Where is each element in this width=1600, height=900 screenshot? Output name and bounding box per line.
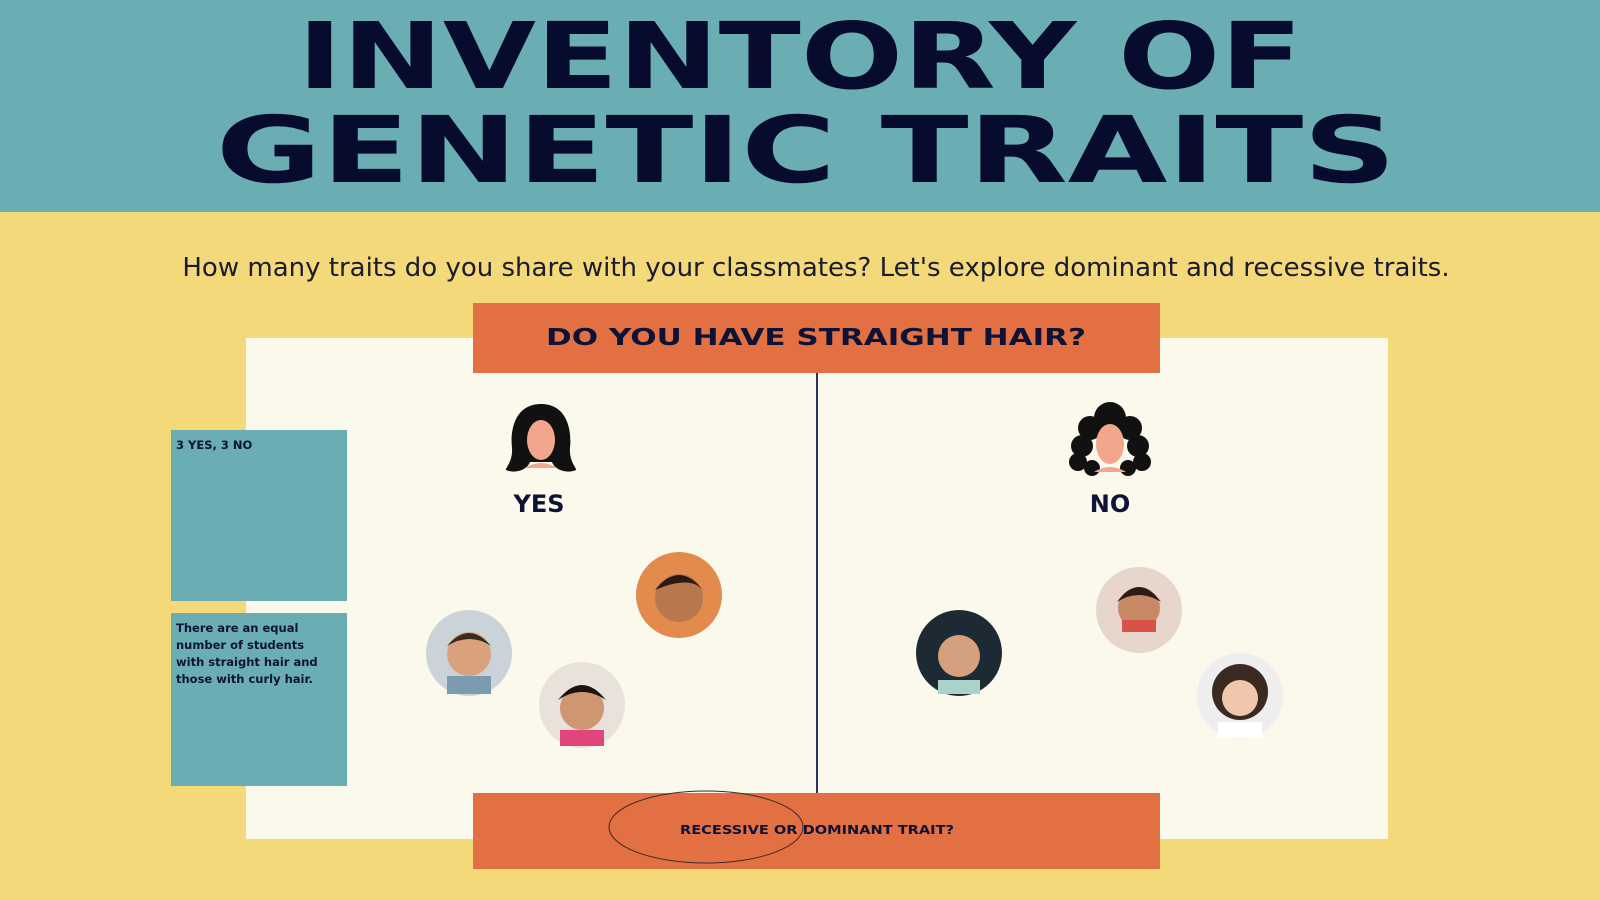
student-photo — [426, 610, 512, 696]
subtitle: How many traits do you share with your c… — [182, 253, 1449, 283]
note-text: 3 YES, 3 NO — [176, 438, 253, 452]
straight-hair-icon — [505, 404, 577, 472]
question-box — [473, 303, 1160, 373]
student-photo — [636, 552, 722, 638]
highlight-ellipse — [608, 790, 804, 864]
footer-text: RECESSIVE OR DOMINANT TRAIT? — [680, 823, 954, 837]
note-card — [171, 613, 347, 786]
note-text: There are an equal number of students wi… — [176, 621, 318, 686]
header-band — [0, 0, 1600, 212]
footer-box — [473, 793, 1160, 869]
question: DO YOU HAVE STRAIGHT HAIR? — [546, 325, 1086, 351]
student-photo — [916, 610, 1002, 696]
title-line: INVENTORY OF — [298, 3, 1303, 110]
note-card — [171, 430, 347, 601]
student-photo — [539, 662, 625, 748]
curly-hair-icon — [1069, 402, 1151, 476]
student-photo — [1096, 567, 1182, 653]
option-label: NO — [1090, 490, 1131, 518]
option-label: YES — [512, 490, 564, 518]
title-line: GENETIC TRAITS — [216, 97, 1396, 204]
student-photo — [1197, 653, 1283, 739]
